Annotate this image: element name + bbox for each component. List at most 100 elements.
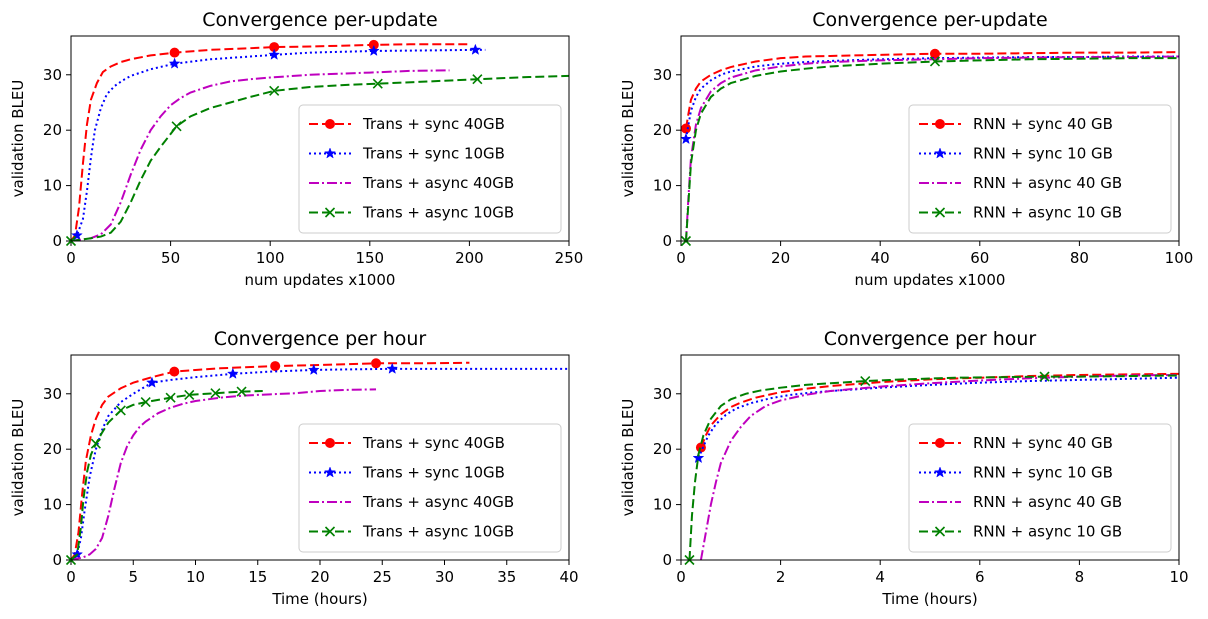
series-3 (684, 55, 1179, 241)
y-tick-label: 0 (662, 232, 672, 250)
series-1 (684, 51, 1179, 129)
data-point (184, 389, 195, 400)
x-tick-label: 20 (310, 568, 329, 586)
data-point (140, 397, 151, 408)
data-point (860, 375, 871, 387)
data-point (371, 358, 382, 369)
series-3 (71, 388, 377, 560)
legend: Trans + sync 40GB Trans + sync 10GB Trans … (298, 423, 562, 553)
data-point (367, 44, 380, 56)
y-axis-label: validation BLEU (619, 80, 637, 198)
data-point (692, 451, 705, 464)
data-point (372, 78, 383, 89)
data-point (469, 43, 482, 55)
x-tick-label: 0 (66, 568, 76, 586)
series-4 (71, 390, 263, 560)
plot-frame (70, 35, 570, 242)
chart-title: Convergence per-update (202, 9, 437, 31)
legend-entry: Trans + async 10GB (362, 523, 514, 541)
data-point (268, 48, 281, 60)
data-point (1039, 371, 1050, 382)
series-line (71, 69, 450, 241)
x-tick-label: 20 (771, 249, 790, 267)
y-tick-label: 30 (43, 385, 62, 403)
legend-entry: RNN + async 10 GB (973, 204, 1122, 222)
y-tick-label: 30 (43, 66, 62, 84)
legend-entry: RNN + async 10 GB (973, 523, 1122, 541)
legend-entry: RNN + sync 40 GB (973, 434, 1113, 452)
series-1 (71, 361, 470, 560)
x-tick-label: 200 (455, 249, 484, 267)
series-line (71, 388, 377, 560)
legend-box (908, 423, 1172, 553)
legend-entry: RNN + sync 10 GB (973, 145, 1113, 163)
data-point (307, 363, 320, 375)
plot-frame (680, 35, 1180, 242)
chart-panel-2: Convergence per-update 0 20 40 60 80 100 0 10 20 3… (619, 9, 1193, 289)
data-point (210, 388, 221, 399)
legend-marker (935, 119, 945, 129)
series-4 (684, 57, 1179, 241)
data-point (90, 438, 101, 449)
x-tick-label: 25 (373, 568, 392, 586)
data-point (146, 376, 158, 388)
legend-marker (934, 526, 946, 537)
x-tick-label: 0 (676, 249, 686, 267)
series-3 (699, 373, 1179, 560)
data-point (680, 132, 692, 145)
y-axis-label: validation BLEU (9, 80, 27, 198)
chart-title: Convergence per-update (812, 9, 1047, 31)
data-point (929, 56, 941, 67)
legend-marker (325, 438, 335, 448)
chart-panel-3: Convergence per hour 0 5 10 15 20 25 30 35 40 0 10 2… (9, 328, 579, 608)
x-tick-label: 60 (970, 249, 989, 267)
y-tick-label: 10 (653, 177, 672, 195)
chart-panel-4: Convergence per hour 0 2 4 6 8 10 0 10 20 30 Time (… (619, 328, 1189, 608)
data-point (169, 47, 180, 58)
x-tick-label: 5 (128, 568, 138, 586)
x-axis-label: num updates x1000 (855, 271, 1006, 289)
x-tick-label: 100 (256, 249, 285, 267)
data-point (171, 121, 182, 132)
legend-entry: Trans + async 10GB (362, 204, 514, 222)
x-tick-label: 30 (435, 568, 454, 586)
x-tick-label: 150 (355, 249, 384, 267)
legend-entry: RNN + async 40 GB (973, 174, 1122, 192)
data-point (71, 229, 83, 241)
series-line (688, 374, 1179, 560)
x-tick-label: 80 (1070, 249, 1089, 267)
series-line (697, 376, 1179, 459)
series-3 (71, 69, 450, 241)
plot-frame (70, 354, 570, 561)
series-line (699, 373, 1179, 560)
legend: Trans + sync 40GB Trans + sync 10GB Trans … (298, 104, 562, 234)
data-point (680, 123, 691, 134)
x-tick-label: 10 (1169, 568, 1188, 586)
data-point (386, 362, 399, 374)
x-tick-label: 40 (559, 568, 578, 586)
x-axis-label: Time (hours) (881, 590, 977, 608)
legend-entry: RNN + async 40 GB (973, 493, 1122, 511)
x-tick-label: 250 (555, 249, 584, 267)
legend-box (298, 423, 562, 553)
y-tick-label: 0 (52, 551, 62, 569)
x-tick-label: 40 (871, 249, 890, 267)
legend-marker (324, 466, 336, 478)
data-point (695, 442, 706, 453)
series-line (71, 43, 470, 241)
legend-box (298, 104, 562, 234)
data-point (929, 48, 940, 59)
chart-panel-1: Convergence per-update 0 50 100 150 200 250 0 10… (9, 9, 583, 289)
data-point (169, 366, 180, 377)
x-tick-label: 6 (975, 568, 985, 586)
legend: RNN + sync 40 GB RNN + sync 10 GB RNN + as… (908, 104, 1172, 234)
data-point (236, 386, 247, 397)
y-tick-label: 30 (653, 66, 672, 84)
series-line (71, 390, 263, 560)
legend-marker (324, 147, 336, 159)
legend-entry: Trans + sync 40GB (362, 434, 505, 452)
chart-title: Convergence per hour (214, 328, 427, 350)
series-line (71, 361, 470, 560)
y-tick-label: 20 (653, 121, 672, 139)
